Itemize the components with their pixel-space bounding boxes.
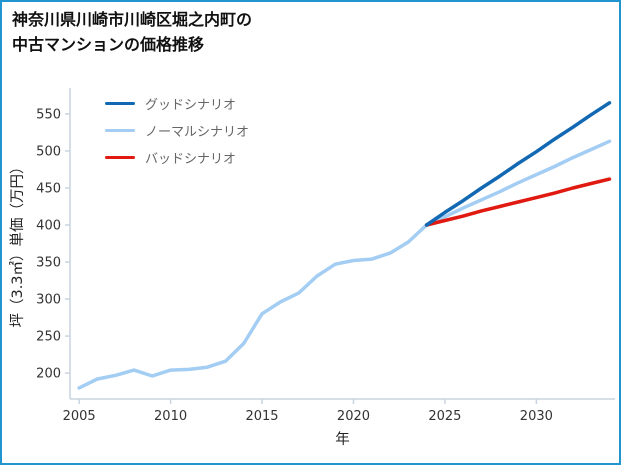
chart-title-line1: 神奈川県川崎市川崎区堀之内町の — [12, 10, 253, 29]
chart-title: 神奈川県川崎市川崎区堀之内町の 中古マンションの価格推移 — [12, 8, 252, 58]
y-tick-label: 200 — [36, 367, 61, 382]
x-tick-label: 2005 — [63, 409, 96, 424]
y-tick-label: 250 — [36, 330, 61, 345]
x-tick-label: 2030 — [520, 409, 553, 424]
legend-item-normal-scenario: ノーマルシナリオ — [105, 121, 250, 140]
legend: グッドシナリオ ノーマルシナリオ バッドシナリオ — [105, 94, 249, 175]
legend-item-good-scenario: グッドシナリオ — [105, 94, 249, 113]
x-tick-label: 2020 — [337, 409, 370, 424]
good-scenario-line — [424, 101, 612, 227]
y-tick-label: 500 — [36, 144, 61, 159]
x-tick-label: 2010 — [154, 409, 187, 424]
x-tick-label: 2025 — [428, 409, 461, 424]
y-tick-label: 300 — [36, 293, 61, 308]
legend-swatch-good-scenario — [105, 101, 135, 105]
legend-swatch-bad-scenario — [105, 155, 135, 159]
legend-label-normal-scenario: ノーマルシナリオ — [145, 124, 250, 140]
legend-swatch-normal-scenario — [105, 128, 135, 132]
legend-label-bad-scenario: バッドシナリオ — [145, 151, 237, 167]
legend-item-bad-scenario: バッドシナリオ — [105, 148, 249, 167]
chart-title-line2: 中古マンションの価格推移 — [12, 34, 205, 54]
bad-scenario-line — [424, 177, 612, 227]
y-axis-title: 坪（3.3㎡）単価（万円） — [9, 159, 26, 327]
y-tick-label: 350 — [36, 256, 61, 271]
y-tick-label: 550 — [36, 107, 61, 122]
legend-label-good-scenario: グッドシナリオ — [145, 97, 237, 113]
x-tick-label: 2015 — [245, 409, 278, 424]
y-tick-label: 400 — [36, 218, 61, 233]
normal-scenario-line — [77, 139, 612, 390]
y-tick-label: 450 — [36, 181, 61, 196]
x-axis-title: 年 — [335, 431, 350, 448]
